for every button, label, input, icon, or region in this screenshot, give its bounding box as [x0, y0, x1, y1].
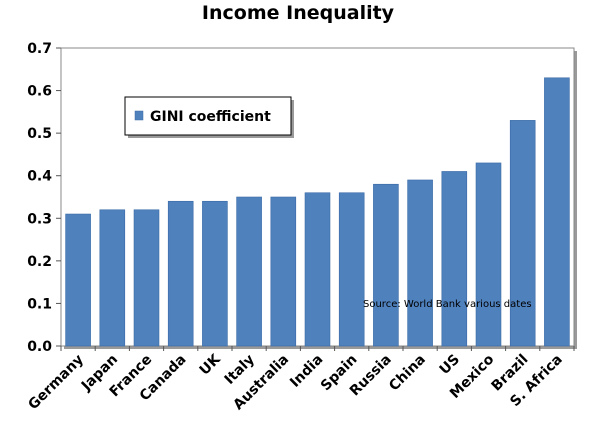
bar: [338, 192, 365, 347]
bar: [373, 183, 399, 347]
y-tick-label: 0.7: [27, 41, 52, 57]
y-tick-label: 0.5: [27, 126, 52, 142]
y-tick-label: 0.4: [27, 169, 52, 185]
bar: [65, 213, 91, 347]
bar: [475, 162, 502, 347]
bar: [441, 171, 468, 347]
bar: [99, 209, 126, 347]
chart-title: Income Inequality: [201, 2, 395, 24]
bar: [407, 179, 433, 347]
bar: [167, 200, 194, 347]
legend-label: GINI coefficient: [150, 109, 271, 125]
bar: [509, 120, 536, 347]
bar: [304, 192, 331, 347]
y-tick-label: 0.3: [27, 211, 52, 227]
y-tick-label: 0.2: [27, 254, 52, 270]
bar: [270, 196, 297, 347]
bar: [202, 200, 228, 347]
bar: [236, 196, 262, 347]
bar: [544, 77, 570, 347]
x-tick-label: UK: [197, 351, 225, 379]
y-tick-label: 0.6: [27, 84, 52, 100]
x-tick-label: US: [437, 352, 463, 378]
source-annotation: Source: World Bank various dates: [363, 299, 532, 310]
legend-box: [124, 96, 292, 136]
legend-swatch: [134, 110, 144, 121]
bar: [133, 209, 160, 347]
x-tick-label: China: [386, 352, 429, 395]
y-tick-label: 0.1: [27, 296, 52, 312]
y-tick-label: 0.0: [27, 339, 52, 355]
